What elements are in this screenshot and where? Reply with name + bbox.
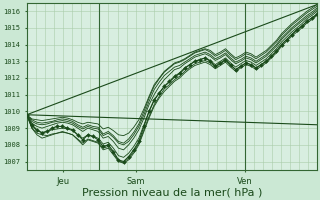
X-axis label: Pression niveau de la mer( hPa ): Pression niveau de la mer( hPa ): [82, 187, 262, 197]
